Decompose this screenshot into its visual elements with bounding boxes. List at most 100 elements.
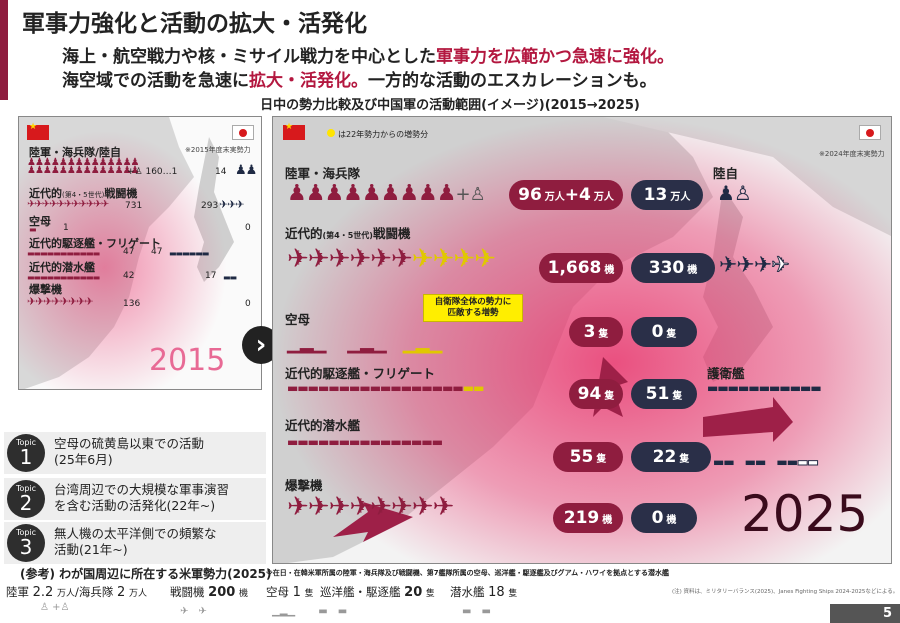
- label-army-2025: 陸軍・海兵隊: [285, 166, 361, 181]
- destroyer-cn-unit: 隻: [604, 390, 615, 402]
- topic-3-num: 3: [19, 535, 33, 559]
- submarine-jp-unit: 隻: [679, 453, 690, 465]
- map-2025: [273, 117, 891, 563]
- fighter-jp-value-pill: 330 機: [631, 253, 715, 283]
- army-cn-2015: +♙ 160…1: [127, 167, 178, 177]
- fighter-jp-2015: 293: [201, 201, 219, 211]
- soldier-icons-2025: ♟♟♟♟♟♟♟♟♟+♙: [287, 181, 486, 206]
- destroyer-cn-value: 94: [577, 384, 602, 404]
- label-carrier-2025: 空母: [285, 312, 311, 327]
- label-carrier-2015: 空母: [29, 215, 51, 228]
- carrier-jp-2015: 0: [245, 223, 251, 233]
- bomber-jp-value: 0: [651, 508, 664, 528]
- us-carriers: 空母 1 隻: [266, 584, 314, 600]
- accent-bar: [0, 0, 8, 100]
- army-cn-a: 96: [518, 185, 542, 205]
- jp-soldier-icons-2015: ♟♟: [235, 163, 257, 178]
- destroyer-jp-value-pill: 51 隻: [631, 379, 697, 409]
- label-destroyer-2015: 近代的駆逐艦・フリゲート: [29, 237, 161, 250]
- topic-3-line1: 無人機の太平洋側での頻繁な: [54, 526, 217, 541]
- panel-2015: ※2015年度末実勢力 陸軍・海兵隊/陸自 ♟♟♟♟♟♟♟♟♟♟♟♟♟♟♟♟♟♟…: [18, 116, 262, 390]
- page-number: 5: [830, 604, 900, 623]
- subtitle-2c: 一方的な活動のエスカレーションも。: [368, 71, 657, 91]
- us-subs: 潜水艦 18 隻: [450, 584, 517, 600]
- fighter-cn-value-pill: 1,668 機: [539, 253, 623, 283]
- fighter25-label-a: 近代的: [285, 226, 323, 241]
- us-fighter-value: 200: [208, 585, 236, 600]
- fighter-label-a: 近代的: [29, 187, 62, 200]
- jp-fighter-icons-2025: ✈✈✈✈: [719, 253, 790, 279]
- us-marine-label: 海兵隊: [78, 585, 114, 599]
- label-jgsdf: 陸自: [713, 166, 739, 181]
- page-title: 軍事力強化と活動の拡大・活発化: [22, 11, 367, 37]
- note-2025: ※2024年度末実勢力: [819, 150, 885, 158]
- china-flag: [27, 122, 49, 140]
- year-2025: 2025: [741, 485, 869, 543]
- subtitle-2a: 海空域での活動を急速に: [62, 71, 249, 91]
- fighter-cn-unit: 機: [604, 264, 615, 276]
- destroyer-icons-2025: ▬▬▬▬▬▬▬▬▬▬▬▬▬▬▬▬▬▬▬: [287, 381, 484, 395]
- army-jp-value-pill: 13 万人: [631, 180, 703, 210]
- figure-caption: 日中の勢力比較及び中国軍の活動範囲(イメージ)(2015→2025): [260, 98, 640, 113]
- subtitle-1b: 軍事力を広範かつ急速に強化。: [436, 47, 674, 67]
- topic-2-line1: 台湾周辺での大規模な軍事演習: [54, 482, 230, 497]
- jp-submarine-icons-2025: ▬▬ ▬▬ ▬▬▬▬: [713, 455, 819, 470]
- legend-increase: は22年勢力からの増勢分: [327, 129, 428, 140]
- fighter-label-b: 戦闘機: [104, 187, 138, 200]
- china-flag: [283, 122, 305, 140]
- label-army-2015: 陸軍・海兵隊/陸自: [29, 146, 122, 159]
- army-cn-plus: +4: [564, 185, 591, 205]
- topic-1-line2: (25年6月): [54, 452, 113, 467]
- reference-note: ※在日・在韓米軍所属の陸軍・海兵隊及び戦闘機、第7艦隊所属の空母、巡洋艦・駆逐艦…: [266, 569, 669, 577]
- jp-destroyer-icons-2015: ▬▬▬▬▬▬: [169, 249, 209, 258]
- army-jp-2015: 14: [215, 167, 227, 177]
- us-sub-label: 潜水艦: [450, 585, 485, 599]
- label-jmsdf: 護衛艦: [707, 366, 745, 381]
- bomber-cn-value-pill: 219 機: [553, 503, 623, 533]
- army-jp-value: 13: [643, 185, 668, 205]
- army-jp-unit: 万人: [670, 191, 691, 203]
- label-bomber-2015: 爆撃機: [29, 283, 62, 296]
- submarine-icons-2025: ▬▬▬▬▬▬▬▬▬▬▬▬▬▬▬: [287, 435, 443, 449]
- us-army-value: 2.2: [32, 585, 54, 600]
- bomber-jp-2015: 0: [245, 299, 251, 309]
- army-unit-b: 万人: [593, 191, 614, 203]
- subtitle-1a: 海上・航空戦力や核・ミサイル戦力を中心とした: [62, 47, 436, 67]
- us-sep: /: [75, 585, 79, 599]
- us-marine-value: 2: [117, 585, 126, 600]
- us-fighter-unit: 機: [238, 589, 248, 599]
- topic-3-text: 無人機の太平洋側での頻繁な 活動(21年~): [54, 526, 217, 558]
- topic-2-text: 台湾周辺での大規模な軍事演習 を含む活動の活発化(22年~): [54, 482, 229, 514]
- label-fighter-2015: 近代的(第4・5世代)戦闘機: [29, 185, 137, 201]
- fighter-icons-2015: ✈✈✈✈✈✈✈✈✈✈✈: [27, 199, 109, 210]
- jp-destroyer-icons-2025: ▬▬▬▬▬▬▬▬▬▬▬: [707, 381, 822, 395]
- fighter-cn-value: 1,668: [547, 258, 602, 278]
- carrier-cn-unit: 隻: [598, 328, 609, 340]
- year-2015: 2015: [149, 343, 226, 378]
- label-fighter-2025: 近代的(第4・5世代)戦闘機: [285, 223, 410, 242]
- fighter-label-sub: (第4・5世代): [62, 191, 105, 199]
- legend-text: は22年勢力からの増勢分: [338, 130, 429, 139]
- us-sub-unit: 隻: [508, 589, 518, 599]
- us-army-label: 陸軍: [6, 585, 29, 599]
- source-note: (注) 資料は、ミリタリーバランス(2025)、Janes Fighting S…: [672, 589, 899, 595]
- army-cn-extra: 1: [171, 167, 178, 177]
- topic-3: Topic 3 無人機の太平洋側での頻繁な 活動(21年~): [4, 522, 266, 564]
- subtitle-2b: 拡大・活発化。: [249, 71, 368, 91]
- japan-flag: [859, 125, 881, 140]
- jp-fighter-icons-2015: ✈✈✈: [219, 198, 245, 211]
- us-soldier-icons: ♙ +♙: [40, 602, 70, 613]
- submarine-cn-unit: 隻: [596, 453, 607, 465]
- map-2015: [19, 117, 261, 389]
- fighter-jp-value: 330: [648, 258, 685, 278]
- carrier-icons-2025: ▁▂▁ ▁▂▁ ▁▂▁: [287, 333, 442, 354]
- us-carrier-label: 空母: [266, 585, 289, 599]
- topic-1-badge: Topic 1: [7, 434, 45, 472]
- fighter-cn-2015: 731: [125, 201, 143, 211]
- us-fighter-label: 戦闘機: [170, 585, 205, 599]
- topic-3-tag: Topic: [15, 528, 37, 537]
- us-cruiser-value: 20: [404, 585, 423, 600]
- us-cruiser-unit: 隻: [425, 589, 435, 599]
